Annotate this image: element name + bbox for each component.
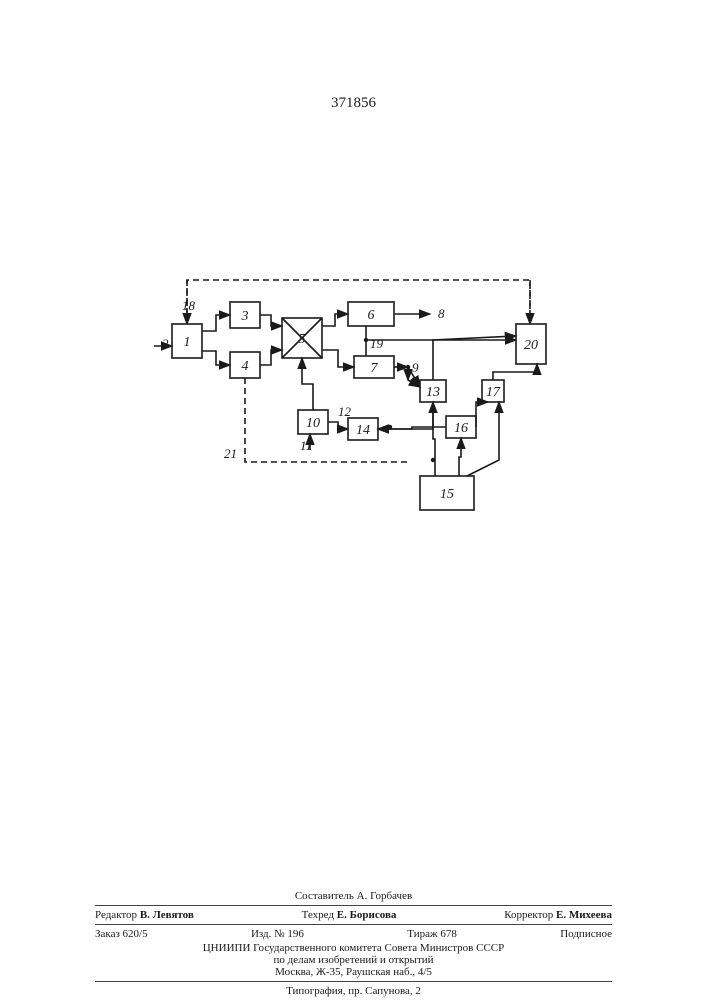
compiler-line: Составитель А. Горбачев [95,890,612,902]
svg-text:3: 3 [241,309,249,324]
block-diagram: 134567101314151617202891112181921 [150,260,550,520]
svg-text:21: 21 [224,446,237,461]
svg-text:4: 4 [242,359,249,374]
svg-text:13: 13 [426,385,440,400]
svg-text:5: 5 [299,332,306,347]
svg-text:15: 15 [440,487,454,502]
page-number: 371856 [0,95,707,112]
svg-text:11: 11 [300,438,312,453]
svg-text:20: 20 [524,338,538,353]
svg-text:19: 19 [370,336,384,351]
svg-text:1: 1 [184,335,191,350]
svg-text:17: 17 [486,385,501,400]
svg-text:18: 18 [182,298,196,313]
svg-text:14: 14 [356,423,370,438]
svg-text:16: 16 [454,421,468,436]
svg-text:7: 7 [371,361,379,376]
svg-text:2: 2 [162,336,169,351]
svg-text:10: 10 [306,416,320,431]
svg-text:12: 12 [338,404,352,419]
svg-text:8: 8 [438,306,445,321]
svg-text:9: 9 [412,360,419,375]
svg-text:6: 6 [368,308,375,323]
footer: Составитель А. Горбачев Редактор В. Левя… [95,890,612,997]
